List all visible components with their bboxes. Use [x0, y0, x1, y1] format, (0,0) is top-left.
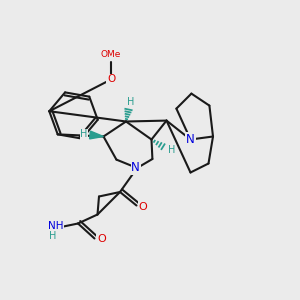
Text: O: O — [139, 202, 148, 212]
Text: N: N — [186, 133, 195, 146]
Text: H: H — [168, 145, 175, 155]
Text: O: O — [97, 234, 106, 244]
Text: N: N — [131, 161, 140, 174]
Text: NH: NH — [48, 221, 63, 231]
Text: H: H — [127, 97, 134, 107]
Text: H: H — [49, 231, 56, 241]
Text: OMe: OMe — [101, 50, 121, 59]
Text: H: H — [80, 129, 88, 140]
Polygon shape — [90, 131, 104, 139]
Text: O: O — [107, 74, 115, 85]
